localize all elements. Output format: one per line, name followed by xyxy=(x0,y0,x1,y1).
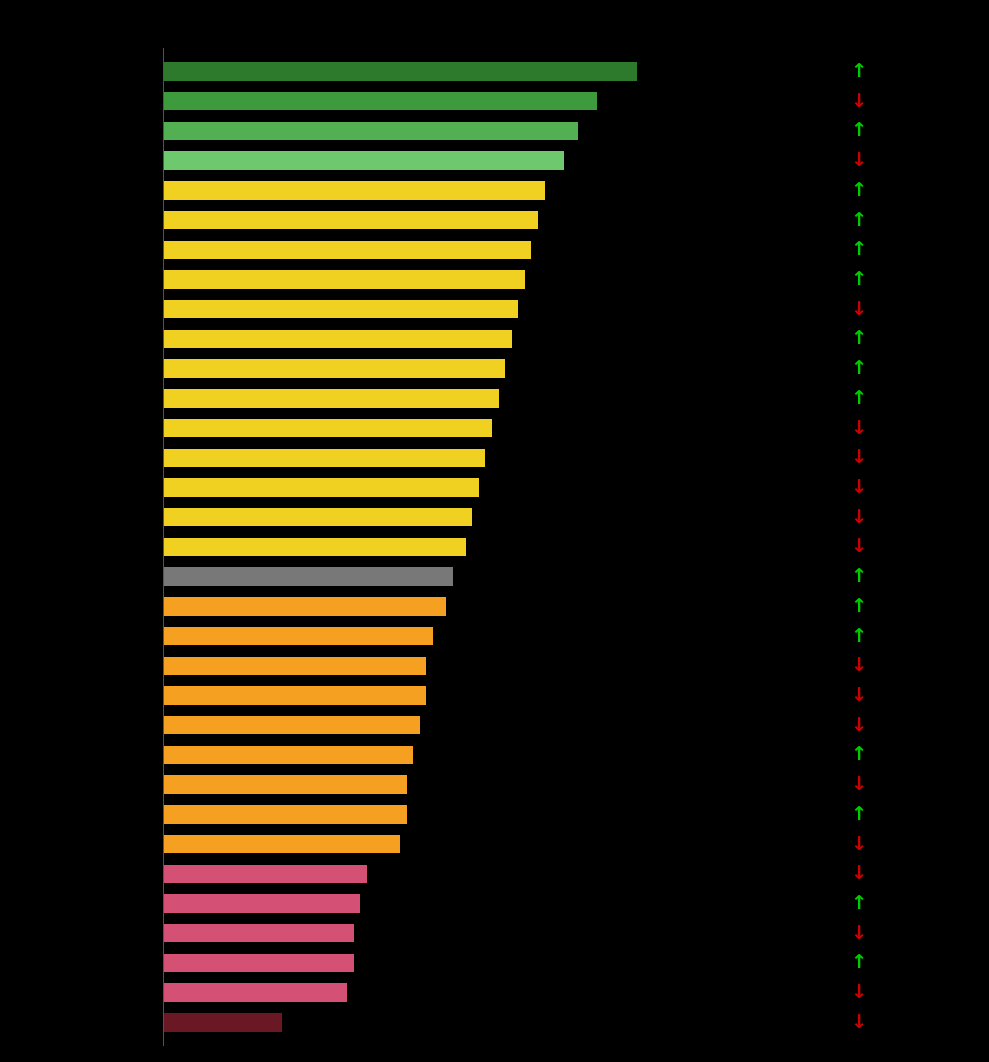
Text: ↑: ↑ xyxy=(851,746,866,765)
Bar xyxy=(163,924,354,942)
Text: ↓: ↓ xyxy=(851,983,866,1003)
Bar xyxy=(163,448,486,467)
Text: ↑: ↑ xyxy=(851,627,866,646)
Bar xyxy=(163,508,473,527)
Text: ↓: ↓ xyxy=(851,775,866,794)
Bar xyxy=(163,122,578,140)
Text: ↓: ↓ xyxy=(851,508,866,527)
Text: ↓: ↓ xyxy=(851,478,866,497)
Bar xyxy=(163,301,518,319)
Bar xyxy=(163,686,426,705)
Bar xyxy=(163,567,453,586)
Text: ↑: ↑ xyxy=(851,210,866,229)
Text: ↑: ↑ xyxy=(851,121,866,140)
Bar xyxy=(163,329,511,348)
Bar xyxy=(163,894,360,912)
Text: ↑: ↑ xyxy=(851,954,866,973)
Text: ↓: ↓ xyxy=(851,418,866,438)
Text: ↓: ↓ xyxy=(851,656,866,675)
Text: ↓: ↓ xyxy=(851,151,866,170)
Bar xyxy=(163,983,347,1001)
Text: ↓: ↓ xyxy=(851,924,866,943)
Bar xyxy=(163,627,433,646)
Text: ↑: ↑ xyxy=(851,894,866,913)
Bar xyxy=(163,389,498,408)
Bar xyxy=(163,418,493,438)
Text: ↑: ↑ xyxy=(851,389,866,408)
Bar xyxy=(163,271,525,289)
Text: ↓: ↓ xyxy=(851,91,866,110)
Text: ↑: ↑ xyxy=(851,329,866,348)
Bar xyxy=(163,656,426,675)
Bar xyxy=(163,92,597,110)
Bar xyxy=(163,537,466,556)
Text: ↑: ↑ xyxy=(851,240,866,259)
Text: ↑: ↑ xyxy=(851,359,866,378)
Text: ↑: ↑ xyxy=(851,567,866,586)
Text: ↓: ↓ xyxy=(851,864,866,884)
Bar xyxy=(163,835,400,853)
Bar xyxy=(163,241,531,259)
Text: ↑: ↑ xyxy=(851,597,866,616)
Text: ↓: ↓ xyxy=(851,537,866,556)
Text: ↓: ↓ xyxy=(851,448,866,467)
Bar xyxy=(163,805,406,823)
Bar xyxy=(163,746,413,765)
Text: ↑: ↑ xyxy=(851,805,866,824)
Text: ↓: ↓ xyxy=(851,835,866,854)
Bar xyxy=(163,152,565,170)
Bar xyxy=(163,716,419,735)
Text: ↓: ↓ xyxy=(851,686,866,705)
Bar xyxy=(163,864,367,883)
Bar xyxy=(163,478,479,497)
Bar xyxy=(163,775,406,793)
Bar xyxy=(163,954,354,972)
Bar xyxy=(163,359,505,378)
Bar xyxy=(163,597,446,616)
Bar xyxy=(163,1013,282,1031)
Text: ↓: ↓ xyxy=(851,1013,866,1032)
Text: ↓: ↓ xyxy=(851,299,866,319)
Bar xyxy=(163,63,637,81)
Text: ↑: ↑ xyxy=(851,62,866,81)
Bar xyxy=(163,182,545,200)
Bar xyxy=(163,211,538,229)
Text: ↑: ↑ xyxy=(851,270,866,289)
Text: ↑: ↑ xyxy=(851,181,866,200)
Text: ↓: ↓ xyxy=(851,716,866,735)
